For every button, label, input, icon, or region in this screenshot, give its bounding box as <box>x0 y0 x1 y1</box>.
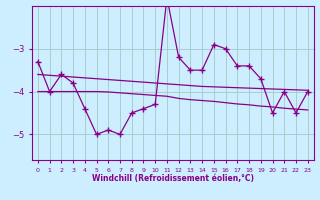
X-axis label: Windchill (Refroidissement éolien,°C): Windchill (Refroidissement éolien,°C) <box>92 174 254 183</box>
